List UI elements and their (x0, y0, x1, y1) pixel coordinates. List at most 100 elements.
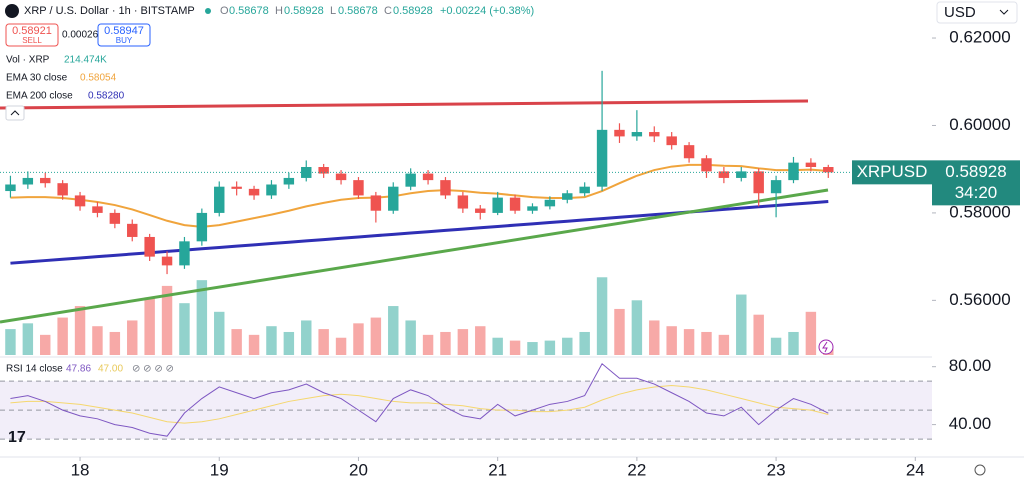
volume-bar (196, 280, 208, 355)
volume-bar (631, 300, 643, 355)
candle-body (614, 129, 625, 137)
price-tag-symbol: XRPUSD (857, 162, 928, 181)
rsi-tick-label: 80.00 (949, 356, 992, 375)
legend-label: EMA 30 close (6, 73, 68, 84)
volume-bar (179, 303, 190, 355)
volume-bar (74, 306, 86, 355)
legend-value: 0.58054 (80, 73, 117, 84)
x-tick-label: 24 (906, 460, 925, 479)
volume-bar (266, 326, 277, 355)
y-tick-label: 0.58000 (949, 202, 1010, 221)
candle-body (788, 162, 799, 181)
candle-body (457, 195, 469, 209)
symbol-title: XRP / U.S. Dollar · 1h · BITSTAMP (24, 5, 195, 17)
rsi-layer (0, 363, 932, 440)
ohlc-label: O (220, 5, 229, 17)
volume-bar (562, 337, 573, 355)
candle-body (353, 180, 364, 196)
buy-button[interactable] (97, 23, 151, 47)
candle-body (492, 197, 503, 213)
sell-button[interactable] (5, 23, 59, 47)
candle-body (649, 132, 660, 137)
rsi-line (10, 363, 829, 437)
candle-body (596, 129, 608, 187)
candle-body (40, 177, 51, 184)
ohlc-value: 0.58928 (393, 5, 433, 17)
ema30-line (10, 163, 829, 228)
currency-select[interactable] (936, 1, 1018, 24)
x-tick-label: 22 (627, 460, 646, 479)
candle-body (509, 197, 521, 211)
volume-bar (596, 277, 608, 355)
legend-value: 0.58280 (88, 91, 125, 102)
candle-body (770, 180, 782, 194)
volume-bar (388, 306, 399, 355)
candle-body (527, 206, 538, 211)
price-tag-price: 0.58928 (945, 162, 1006, 181)
candle-body (5, 184, 16, 192)
legend-label: EMA 200 close (6, 91, 73, 102)
ohlc-value: 0.58678 (338, 5, 378, 17)
candle-body (579, 186, 590, 194)
ohlc-label: C (384, 5, 392, 17)
volume-bar (353, 323, 364, 355)
volume-bar (283, 331, 295, 355)
volume-bar (92, 326, 103, 355)
candle-body (805, 162, 817, 168)
x-tick-label: 20 (349, 460, 368, 479)
candle-body (231, 186, 242, 189)
candle-body (701, 158, 712, 172)
symbol-logo (5, 4, 19, 18)
candle-body (422, 173, 434, 181)
volume-bar (457, 329, 469, 355)
collapse-button[interactable] (5, 105, 25, 121)
tv-logo: 17 (8, 429, 26, 446)
x-tick-label: 18 (71, 460, 90, 479)
candle-body (405, 173, 416, 187)
candle-body (109, 212, 121, 224)
candle-body (248, 188, 260, 196)
alert-icon[interactable] (818, 339, 834, 355)
candle-body (823, 167, 834, 173)
candle-body (318, 167, 329, 174)
legend-label: RSI 14 close (6, 364, 63, 375)
candle-body (718, 171, 730, 178)
candle-body (388, 186, 399, 211)
ohlc-value: 0.58928 (284, 5, 324, 17)
axis-layer: 0.56000 0.58000 0.60000 0.62000 XRPUSD 0.5892… (0, 28, 1020, 479)
candle-body (475, 208, 486, 213)
candle-body (127, 223, 138, 237)
volume-bar (405, 320, 416, 355)
candle-body (753, 171, 764, 194)
volume-bar (475, 326, 486, 355)
volume-bar (718, 334, 730, 355)
candle-body (544, 199, 556, 207)
x-tick-label: 23 (767, 460, 786, 479)
settings-icon[interactable] (974, 464, 986, 476)
volume-bar (57, 317, 68, 355)
candle-body (92, 206, 103, 213)
candle-body (683, 145, 695, 159)
volume-bar (683, 329, 695, 355)
ohlc-value: 0.58678 (229, 5, 269, 17)
volume-bar (22, 323, 34, 355)
candle-body (22, 177, 34, 185)
candle-body (283, 177, 295, 185)
volume-bar (805, 311, 817, 355)
volume-bar (770, 337, 782, 355)
volume-bar (248, 334, 260, 355)
chevron (999, 9, 1009, 15)
support-line (0, 188, 829, 324)
volume-bar (492, 337, 503, 355)
candle-body (161, 256, 173, 266)
legend-value: 47.00 (98, 364, 123, 375)
volume-bar (614, 308, 625, 355)
legend-icons: ⊘ ⊘ ⊘ ⊘ (132, 364, 174, 375)
market-status (205, 8, 211, 14)
volume-bar (144, 297, 155, 355)
volume-bar (370, 317, 382, 355)
currency: USD (944, 4, 976, 21)
candle-body (214, 186, 225, 213)
volume-bar (701, 331, 712, 355)
